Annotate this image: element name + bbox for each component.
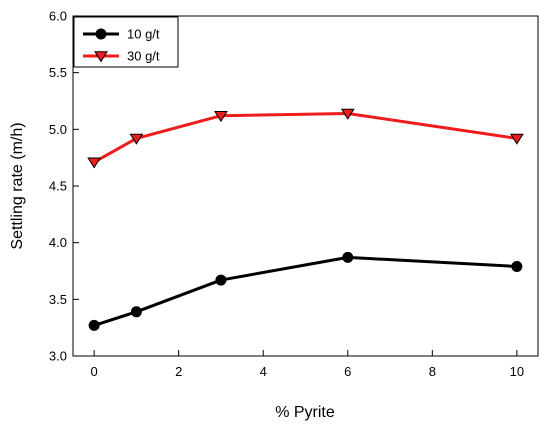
x-tick-label: 8	[429, 364, 436, 379]
x-tick-label: 10	[510, 364, 524, 379]
y-tick-label: 4.5	[49, 179, 67, 194]
legend: 10 g/t 30 g/t	[73, 16, 179, 68]
legend-label-0: 10 g/t	[127, 27, 160, 42]
data-point-series-0	[88, 319, 100, 331]
data-point-series-1	[87, 157, 102, 169]
series-layer	[87, 108, 524, 331]
data-point-series-0	[342, 251, 354, 263]
data-point-series-1	[509, 133, 524, 145]
y-tick-label: 6.0	[49, 9, 67, 24]
series-line-0	[93, 255, 517, 327]
y-axis-label: Settling rate (m/h)	[9, 122, 26, 249]
data-point-series-1	[340, 108, 355, 120]
y-tick-label: 3.0	[49, 349, 67, 364]
x-tick-label: 2	[175, 364, 182, 379]
y-tick-label: 3.5	[49, 292, 67, 307]
legend-box	[73, 16, 179, 68]
data-point-series-0	[215, 274, 227, 286]
x-axis-label: % Pyrite	[275, 404, 335, 421]
x-tick-label: 6	[344, 364, 351, 379]
data-point-series-0	[130, 306, 142, 318]
data-point-series-1	[214, 111, 228, 123]
data-point-series-0	[511, 260, 523, 272]
data-point-series-1	[129, 133, 144, 145]
legend-marker-1	[94, 51, 108, 63]
y-tick-label: 5.0	[49, 122, 67, 137]
y-axis-ticks: 3.0 3.5 4.0 4.5 5.0 5.5 6.0	[49, 9, 79, 364]
x-tick-label: 0	[91, 364, 98, 379]
y-tick-label: 4.0	[49, 235, 67, 250]
y-tick-label: 5.5	[49, 65, 67, 80]
x-tick-label: 4	[260, 364, 267, 379]
legend-label-1: 30 g/t	[127, 49, 160, 64]
series-line-1	[93, 111, 518, 164]
x-axis-ticks: 0 2 4 6 8 10	[91, 350, 524, 379]
legend-marker-0	[95, 28, 107, 40]
